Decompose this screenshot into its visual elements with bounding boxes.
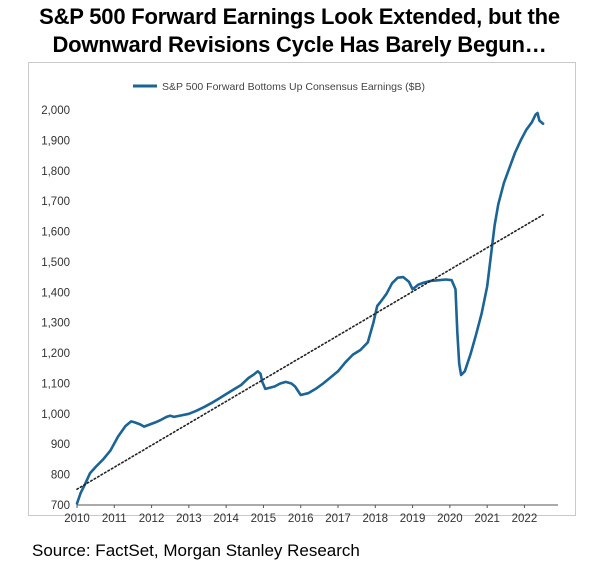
- y-tick-label: 1,500: [41, 257, 70, 269]
- title-line-1: S&P 500 Forward Earnings Look Extended, …: [39, 4, 560, 29]
- x-tick-label: 2019: [400, 513, 426, 525]
- earnings-series-line: [75, 111, 545, 505]
- x-tick-label: 2017: [325, 513, 351, 525]
- x-tick-label: 2021: [474, 513, 500, 525]
- legend: S&P 500 Forward Bottoms Up Consensus Ear…: [133, 81, 425, 93]
- y-tick-label: 900: [51, 439, 70, 451]
- x-tick-label: 2018: [362, 513, 388, 525]
- y-tick-label: 1,100: [41, 378, 70, 390]
- y-tick-label: 1,600: [41, 227, 70, 239]
- trend-line: [76, 214, 544, 491]
- x-tick-label: 2016: [288, 513, 314, 525]
- x-tick-label: 2010: [64, 513, 90, 525]
- title-line-2: Downward Revisions Cycle Has Barely Begu…: [52, 32, 547, 57]
- x-tick-label: 2020: [437, 513, 463, 525]
- x-tick-label: 2015: [251, 513, 277, 525]
- y-tick-label: 1,300: [41, 318, 70, 330]
- x-tick-label: 2022: [512, 513, 538, 525]
- y-tick-label: 1,900: [41, 135, 70, 147]
- x-tick-label: 2013: [176, 513, 202, 525]
- y-tick-label: 2,000: [41, 105, 70, 117]
- chart-frame: [28, 62, 576, 516]
- y-tick-label: 1,000: [41, 409, 70, 421]
- y-tick-label: 1,800: [41, 166, 70, 178]
- chart-title: S&P 500 Forward Earnings Look Extended, …: [0, 3, 599, 59]
- y-tick-label: 1,400: [41, 287, 70, 299]
- source-note: Source: FactSet, Morgan Stanley Research: [32, 541, 360, 560]
- x-tick-label: 2011: [102, 513, 127, 525]
- legend-label: S&P 500 Forward Bottoms Up Consensus Ear…: [162, 81, 425, 93]
- y-tick-label: 1,700: [41, 196, 70, 208]
- axes: 700 800 900 1,000 1,100 1,200 1,300 1,400 1,500 1…: [41, 105, 558, 525]
- y-tick-label: 700: [51, 500, 70, 512]
- x-tick-label: 2014: [213, 513, 239, 525]
- y-tick-label: 800: [51, 470, 70, 482]
- x-tick-label: 2012: [139, 513, 165, 525]
- y-tick-label: 1,200: [41, 348, 70, 360]
- series-marks: [75, 111, 545, 505]
